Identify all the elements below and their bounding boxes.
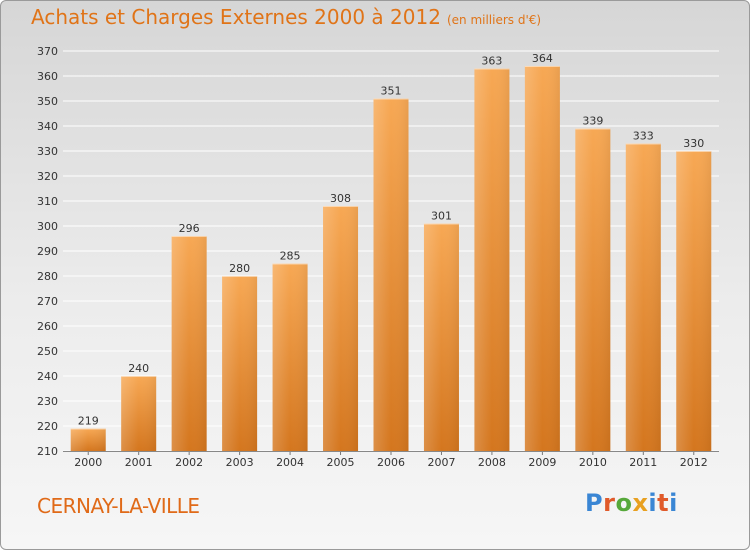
y-tick-label: 350 — [37, 95, 58, 108]
y-tick-label: 270 — [37, 295, 58, 308]
x-tick-label: 2007 — [427, 456, 455, 469]
x-tick-label: 2004 — [276, 456, 304, 469]
x-tick-label: 2005 — [327, 456, 355, 469]
data-label: 285 — [280, 250, 301, 263]
bar-shine — [625, 143, 661, 451]
place-name: CERNAY-LA-VILLE — [37, 494, 200, 518]
bar-shine — [171, 236, 207, 451]
data-label: 351 — [381, 85, 402, 98]
y-tick-label: 370 — [37, 45, 58, 58]
axes: 210 220 230 240 250 260 270 280 290 300 310 320 330 3… — [37, 45, 719, 469]
data-label: 280 — [229, 262, 250, 275]
x-tick-label: 2000 — [74, 456, 102, 469]
bar-shine — [272, 263, 308, 451]
x-tick-label: 2010 — [579, 456, 607, 469]
x-tick-label: 2011 — [629, 456, 657, 469]
y-tick-label: 240 — [37, 370, 58, 383]
bar-shine — [575, 128, 611, 451]
data-label: 363 — [481, 55, 502, 68]
y-tick-label: 230 — [37, 395, 58, 408]
bar-shine — [373, 98, 409, 451]
data-label: 240 — [128, 362, 149, 375]
data-label: 333 — [633, 130, 654, 143]
y-tick-label: 280 — [37, 270, 58, 283]
bar-shine — [474, 68, 510, 451]
bar-shine — [524, 66, 560, 451]
y-tick-label: 340 — [37, 120, 58, 133]
y-tick-label: 310 — [37, 195, 58, 208]
data-label: 301 — [431, 210, 452, 223]
x-tick-label: 2001 — [125, 456, 153, 469]
bar-shine — [323, 206, 359, 451]
bar-shine — [423, 223, 459, 451]
data-label: 330 — [683, 137, 704, 150]
data-label: 308 — [330, 192, 351, 205]
y-tick-label: 290 — [37, 245, 58, 258]
y-tick-label: 360 — [37, 70, 58, 83]
y-tick-label: 330 — [37, 145, 58, 158]
data-labels: 219 240 296 280 285 308 351 301 363 364 339 333 330 — [78, 52, 705, 428]
data-label: 364 — [532, 52, 553, 65]
x-tick-label: 2008 — [478, 456, 506, 469]
chart-title-text: Achats et Charges Externes 2000 à 2012 — [31, 5, 441, 29]
y-tick-label: 250 — [37, 345, 58, 358]
y-tick-label: 320 — [37, 170, 58, 183]
proxiti-logo[interactable]: Proxiti — [585, 489, 678, 517]
x-tick-label: 2006 — [377, 456, 405, 469]
bar-shine — [70, 428, 106, 451]
x-tick-label: 2003 — [226, 456, 254, 469]
bar-shine — [222, 276, 258, 451]
data-label: 219 — [78, 415, 99, 428]
y-tick-label: 220 — [37, 420, 58, 433]
bars — [70, 66, 712, 451]
data-label: 296 — [179, 222, 200, 235]
bar-shine — [121, 376, 157, 451]
data-label: 339 — [582, 115, 603, 128]
bar-shine — [676, 151, 712, 451]
y-tick-label: 260 — [37, 320, 58, 333]
y-tick-label: 210 — [37, 445, 58, 458]
x-tick-label: 2012 — [680, 456, 708, 469]
x-tick-label: 2002 — [175, 456, 203, 469]
y-tick-label: 300 — [37, 220, 58, 233]
x-tick-label: 2009 — [528, 456, 556, 469]
chart-unit: (en milliers d'€) — [446, 13, 542, 27]
chart-title: Achats et Charges Externes 2000 à 2012 (e… — [31, 5, 541, 29]
